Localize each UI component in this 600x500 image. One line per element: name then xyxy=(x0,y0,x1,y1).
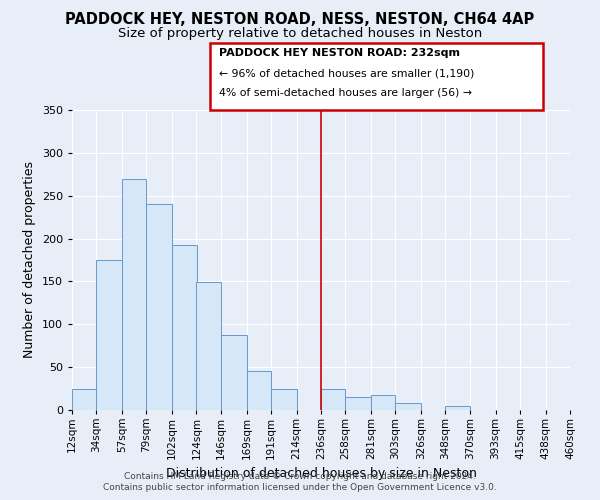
Bar xyxy=(271,388,296,410)
Bar xyxy=(172,244,197,410)
Bar xyxy=(395,403,421,410)
Bar xyxy=(146,204,172,410)
Bar xyxy=(371,394,395,410)
Text: Contains public sector information licensed under the Open Government Licence v3: Contains public sector information licen… xyxy=(103,484,497,492)
Text: PADDOCK HEY NESTON ROAD: 232sqm: PADDOCK HEY NESTON ROAD: 232sqm xyxy=(219,48,460,58)
Bar xyxy=(97,260,122,410)
Text: PADDOCK HEY, NESTON ROAD, NESS, NESTON, CH64 4AP: PADDOCK HEY, NESTON ROAD, NESS, NESTON, … xyxy=(65,12,535,28)
Text: Contains HM Land Registry data © Crown copyright and database right 2024.: Contains HM Land Registry data © Crown c… xyxy=(124,472,476,481)
Y-axis label: Number of detached properties: Number of detached properties xyxy=(23,162,36,358)
Text: Size of property relative to detached houses in Neston: Size of property relative to detached ho… xyxy=(118,28,482,40)
Bar xyxy=(221,334,247,410)
Bar xyxy=(122,178,146,410)
X-axis label: Distribution of detached houses by size in Neston: Distribution of detached houses by size … xyxy=(166,468,476,480)
Bar xyxy=(321,388,346,410)
Text: ← 96% of detached houses are smaller (1,190): ← 96% of detached houses are smaller (1,… xyxy=(219,68,475,78)
Bar xyxy=(196,282,221,410)
Text: 4% of semi-detached houses are larger (56) →: 4% of semi-detached houses are larger (5… xyxy=(219,88,472,99)
Bar xyxy=(247,372,271,410)
Bar xyxy=(445,406,470,410)
Bar xyxy=(72,388,97,410)
Bar xyxy=(346,397,371,410)
